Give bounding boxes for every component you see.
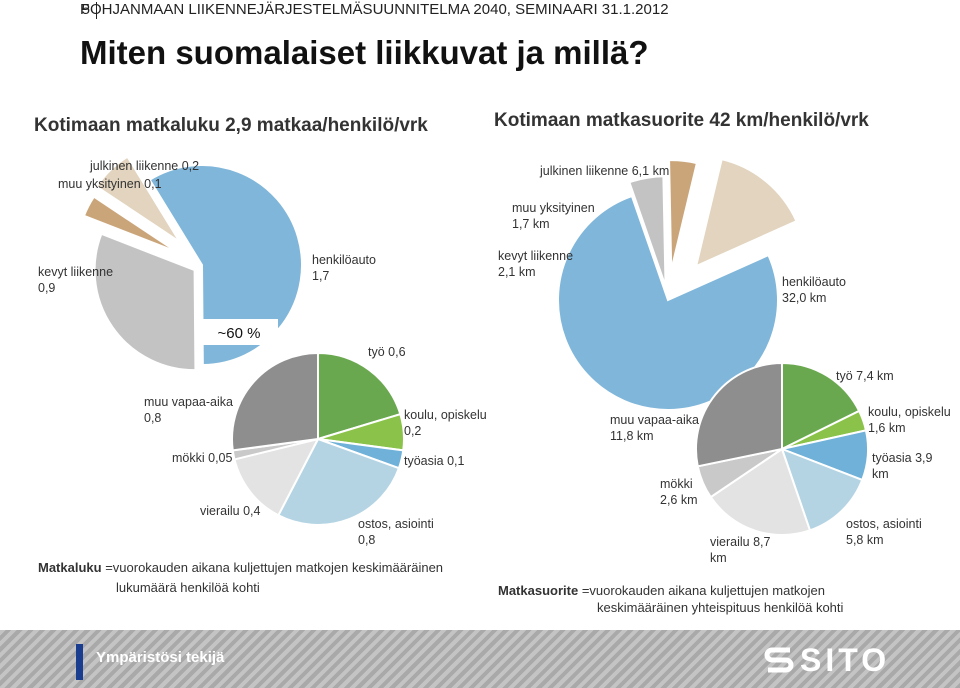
definition-matkaluku-line2: lukumäärä henkilöä kohti (116, 580, 260, 595)
purpose-trips-label-vierailu: vierailu 0,4 (200, 504, 260, 518)
purpose-km-slice-muu-vapaa-aika (695, 361, 783, 468)
purpose-km-slice-ostos-asiointi (780, 447, 864, 532)
definition-matkasuorite-line2: keskimääräinen yhteispituus henkilöä koh… (597, 600, 844, 615)
mode-trips-label-henkiloauto: henkilöauto 1,7 (312, 253, 376, 283)
mode-km-label-julkinen-liikenne: julkinen liikenne 6,1 km (539, 164, 669, 178)
page-title: Miten suomalaiset liikkuvat ja millä? (80, 34, 649, 71)
purpose-km-label-ostos-asiointi: ostos, asiointi 5,8 km (846, 517, 922, 547)
footer-slogan: Ympäristösi tekijä (96, 649, 225, 666)
mode-trips-slice-julkinen-liikenne (95, 155, 181, 243)
mode-trips-slice-muu-yksityinen (82, 195, 178, 254)
purpose-trips-slice-vierailu (233, 437, 320, 517)
footer-accent-bar (76, 644, 83, 680)
sito-logo: SITO (764, 642, 894, 678)
purpose-trips-label-mokki: mökki 0,05 (172, 451, 232, 465)
mode-km-slice-henkiloauto (557, 194, 779, 411)
chart-title-matkaluku: Kotimaan matkaluku 2,9 matkaa/henkilö/vr… (34, 115, 428, 136)
mode-km-label-henkiloauto: henkilöauto 32,0 km (782, 275, 846, 305)
purpose-km-slice-tyo (781, 361, 861, 451)
purpose-trips-slice-muu-vapaa-aika (231, 351, 319, 452)
mode-trips-slice-kevyt-liikenne (93, 232, 197, 372)
purpose-km-label-vierailu: vierailu 8,7 km (710, 535, 770, 565)
mode-trips-label-muu-yksityinen: muu yksityinen 0,1 (58, 177, 162, 191)
mode-trips-label-kevyt-liikenne: kevyt liikenne 0,9 (38, 265, 113, 295)
sito-logo-icon (764, 647, 794, 673)
sito-logo-text: SITO (800, 642, 891, 678)
mode-trips-label-julkinen-liikenne: julkinen liikenne 0,2 (89, 159, 199, 173)
annotation-share: ~60 % (218, 325, 261, 342)
purpose-km-label-mokki: mökki 2,6 km (660, 477, 698, 507)
purpose-trips-label-ostos-asiointi: ostos, asiointi 0,8 (358, 517, 434, 547)
mode-trips-slice-henkiloauto (148, 164, 303, 367)
purpose-km-slice-vierailu (709, 447, 812, 536)
charts-canvas: henkilöauto 1,7 kevyt liikenne 0,9 muu yksit… (34, 110, 951, 615)
purpose-trips-label-koulu-opiskelu: koulu, opiskelu 0,2 (404, 408, 487, 438)
purpose-km-label-koulu-opiskelu: koulu, opiskelu 1,6 km (868, 405, 951, 435)
purpose-trips-slice-tyo (317, 351, 402, 441)
header-divider (96, 2, 97, 19)
mode-km-slice-muu-yksityinen (668, 159, 699, 271)
purpose-km-label-tyo: työ 7,4 km (836, 369, 894, 383)
purpose-trips-label-tyoasia: työasia 0,1 (404, 454, 465, 468)
running-title: POHJANMAAN LIIKENNEJÄRJESTELMÄSUUNNITELM… (80, 1, 669, 18)
mode-km-slice-kevyt-liikenne (628, 175, 667, 287)
purpose-trips-label-muu-vapaa-aika: muu vapaa-aika 0,8 (144, 395, 233, 425)
page-number: 5 (81, 1, 90, 18)
purpose-trips-slice-ostos-asiointi (277, 437, 401, 526)
chart-title-matkasuorite: Kotimaan matkasuorite 42 km/henkilö/vrk (494, 110, 869, 131)
mode-km-label-kevyt-liikenne: kevyt liikenne 2,1 km (498, 249, 573, 279)
definition-matkasuorite: Matkasuorite =vuorokauden aikana kuljett… (498, 583, 825, 598)
definition-matkaluku: Matkaluku =vuorokauden aikana kuljettuje… (38, 560, 443, 575)
mode-km-label-muu-yksityinen: muu yksityinen 1,7 km (512, 201, 595, 231)
footer: Ympäristösi tekijä SITO (0, 630, 960, 688)
purpose-km-label-muu-vapaa-aika: muu vapaa-aika 11,8 km (610, 413, 699, 443)
mode-km-slice-julkinen-liikenne (694, 157, 798, 268)
purpose-km-label-tyoasia: työasia 3,9 km (872, 451, 933, 481)
purpose-trips-label-tyo: työ 0,6 (368, 345, 406, 359)
annotation-box (201, 319, 278, 345)
